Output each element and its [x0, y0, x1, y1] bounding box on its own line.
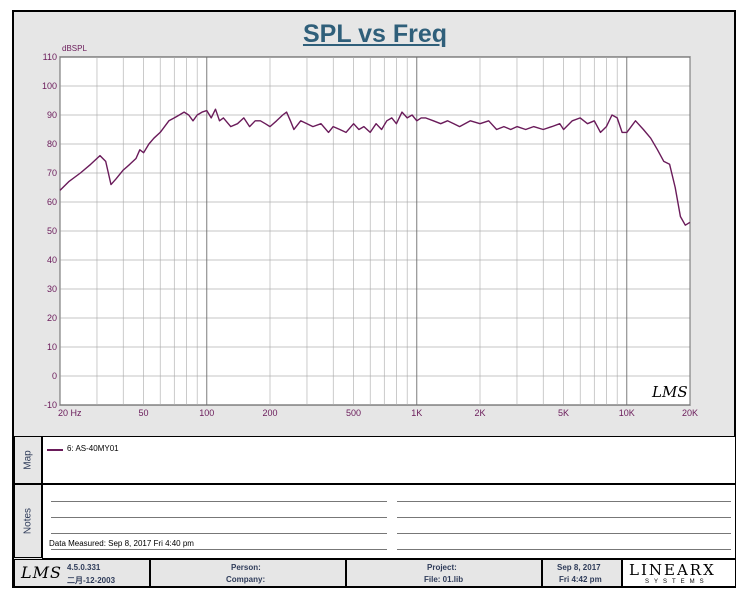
y-tick-label: 0 — [52, 371, 57, 381]
y-tick-label: 60 — [47, 197, 57, 207]
project-label: Project: — [427, 563, 457, 572]
map-panel: 6: AS-40MY01 — [42, 436, 736, 484]
version: 4.5.0.331 — [67, 563, 101, 572]
x-tick-labels: 20 Hz 50 100 200 500 1K 2K 5K 10K 20K — [58, 408, 698, 418]
x-tick-label: 200 — [262, 408, 277, 418]
x-tick-label: 100 — [199, 408, 214, 418]
footer-time: Fri 4:42 pm — [559, 575, 602, 584]
footer-brand-cell: LINEARX SYSTEMS — [622, 559, 736, 587]
x-tick-label: 1K — [411, 408, 422, 418]
y-tick-label: 110 — [43, 52, 57, 62]
y-tick-label: -10 — [44, 400, 57, 410]
y-tick-label: 70 — [47, 168, 57, 178]
y-tick-label: 10 — [47, 342, 57, 352]
footer-date-cell: Sep 8, 2017 Fri 4:42 pm — [542, 559, 622, 587]
legend-entry: 6: AS-40MY01 — [67, 444, 119, 453]
notes-side-label: Notes — [14, 484, 42, 558]
y-tick-label: 40 — [47, 255, 57, 265]
series-lines — [59, 108, 691, 226]
note-line — [51, 501, 387, 502]
footer-person-cell: Person: Company: — [150, 559, 346, 587]
y-tick-label: 90 — [47, 110, 57, 120]
note-line — [397, 549, 731, 550]
y-tick-label: 30 — [47, 284, 57, 294]
footer-date: Sep 8, 2017 — [557, 563, 601, 572]
y-tick-label: 50 — [47, 226, 57, 236]
footer-project-cell: Project: File: 01.lib — [346, 559, 542, 587]
note-line — [397, 501, 731, 502]
brand-subtitle: SYSTEMS — [645, 579, 709, 585]
x-tick-label: 2K — [474, 408, 485, 418]
y-tick-label: 80 — [47, 139, 57, 149]
note-line — [397, 517, 731, 518]
note-line — [397, 533, 731, 534]
x-tick-label: 50 — [139, 408, 149, 418]
note-line — [51, 549, 387, 550]
y-axis-label: dBSPL — [62, 44, 87, 53]
notes-panel: Data Measured: Sep 8, 2017 Fri 4:40 pm — [42, 484, 736, 559]
legend-swatch — [47, 449, 63, 451]
brand-logo: LINEARX — [629, 561, 716, 579]
data-measured: Data Measured: Sep 8, 2017 Fri 4:40 pm — [49, 539, 194, 548]
file-label: File: 01.lib — [424, 575, 464, 584]
lms-logo: LMS — [21, 563, 62, 582]
y-tick-label: 20 — [47, 313, 57, 323]
note-line — [51, 517, 387, 518]
grid — [59, 56, 691, 406]
company-label: Company: — [226, 575, 266, 584]
note-line — [51, 533, 387, 534]
map-label: Map — [22, 450, 34, 470]
lms-watermark: LMS — [651, 383, 688, 401]
x-tick-label: 10K — [619, 408, 635, 418]
person-label: Person: — [231, 563, 261, 572]
series-line-6-as-40my01 — [59, 108, 691, 226]
chart-title: SPL vs Freq — [302, 20, 448, 48]
x-tick-label: 500 — [346, 408, 361, 418]
x-tick-label: 20 Hz — [58, 408, 82, 418]
map-side-label: Map — [14, 436, 42, 484]
y-tick-label: 100 — [42, 81, 57, 91]
build-date: 二月-12-2003 — [67, 576, 116, 585]
x-tick-label: 5K — [558, 408, 569, 418]
x-tick-label: 20K — [682, 408, 698, 418]
notes-label: Notes — [22, 507, 34, 535]
footer-version-cell: LMS 4.5.0.331 二月-12-2003 — [14, 559, 150, 587]
